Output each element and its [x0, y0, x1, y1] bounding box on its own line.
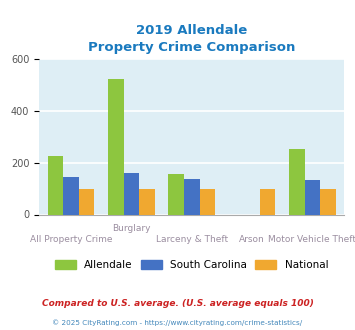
Text: Arson: Arson	[239, 235, 265, 244]
Bar	[184, 179, 200, 214]
Bar	[108, 79, 124, 214]
Bar	[260, 189, 275, 214]
Bar	[168, 175, 184, 215]
Text: Burglary: Burglary	[112, 224, 151, 233]
Bar	[289, 149, 305, 214]
Bar	[139, 189, 155, 214]
Title: 2019 Allendale
Property Crime Comparison: 2019 Allendale Property Crime Comparison	[88, 24, 295, 54]
Text: All Property Crime: All Property Crime	[30, 235, 112, 244]
Legend: Allendale, South Carolina, National: Allendale, South Carolina, National	[55, 260, 328, 270]
Text: Motor Vehicle Theft: Motor Vehicle Theft	[268, 235, 355, 244]
Bar	[320, 189, 336, 214]
Text: Compared to U.S. average. (U.S. average equals 100): Compared to U.S. average. (U.S. average …	[42, 299, 313, 308]
Bar	[63, 177, 79, 215]
Bar	[200, 189, 215, 214]
Text: © 2025 CityRating.com - https://www.cityrating.com/crime-statistics/: © 2025 CityRating.com - https://www.city…	[53, 319, 302, 326]
Bar	[48, 156, 63, 214]
Bar	[79, 189, 94, 214]
Text: Larceny & Theft: Larceny & Theft	[155, 235, 228, 244]
Bar	[124, 173, 139, 214]
Bar	[305, 180, 320, 214]
